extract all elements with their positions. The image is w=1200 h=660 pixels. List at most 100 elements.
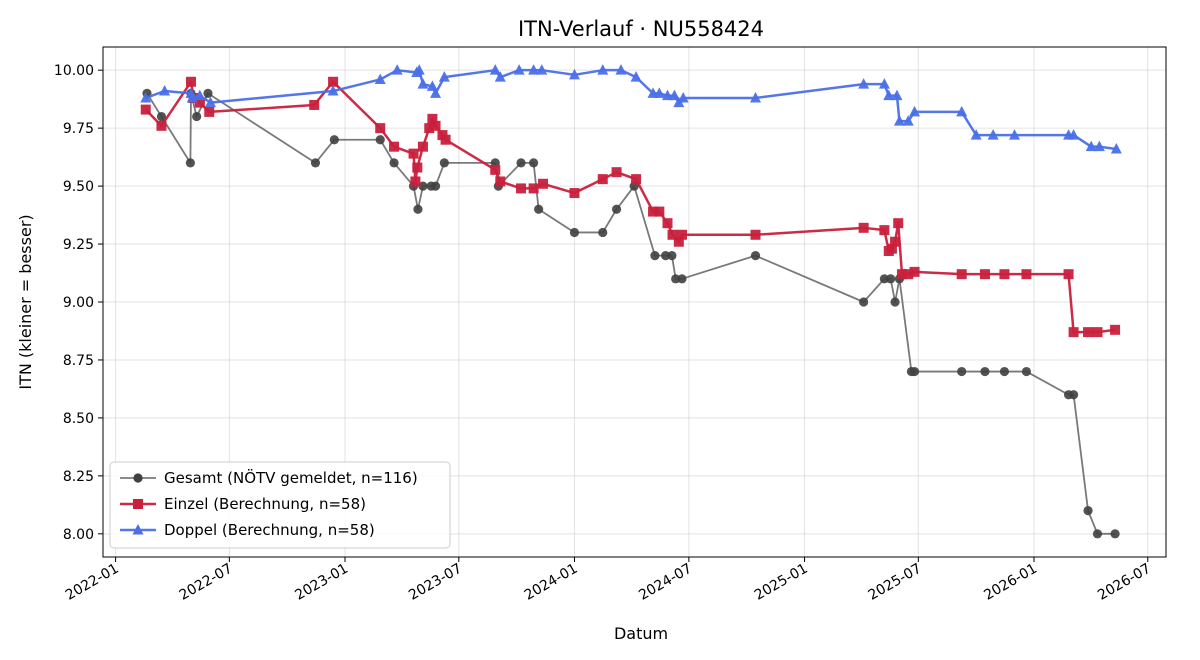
data-point [1093, 140, 1105, 152]
data-point [140, 92, 152, 103]
data-point [185, 158, 195, 168]
data-point [886, 243, 897, 254]
series-markers [140, 64, 1122, 154]
data-point [410, 176, 421, 187]
data-point [662, 89, 674, 101]
data-point [893, 218, 904, 229]
y-tick-label: 9.00 [63, 295, 94, 311]
data-point [979, 269, 990, 280]
data-point [156, 111, 167, 122]
legend-label: Gesamt (NÖTV gemeldet, n=116) [164, 468, 418, 487]
data-point [194, 89, 206, 101]
data-point [494, 71, 506, 82]
data-point [516, 183, 527, 194]
data-point [1021, 269, 1032, 280]
data-point [1092, 327, 1103, 338]
data-point [430, 87, 442, 98]
y-tick-label: 10.00 [54, 63, 94, 79]
data-point [750, 92, 762, 103]
data-point [750, 229, 761, 240]
data-point [203, 88, 213, 98]
data-point [909, 366, 920, 377]
x-axis-label: Datum [614, 624, 668, 643]
data-point [1068, 129, 1080, 140]
data-point [677, 274, 687, 284]
data-point [490, 164, 501, 175]
data-point [156, 120, 167, 131]
data-point [413, 64, 425, 75]
data-point [999, 269, 1010, 280]
data-point [667, 229, 678, 240]
series-triangle-group [140, 64, 1122, 154]
data-point [956, 269, 967, 280]
data-point [536, 64, 548, 75]
data-point [408, 148, 419, 159]
data-point [597, 174, 608, 185]
data-point [413, 204, 423, 214]
data-point [538, 178, 549, 189]
data-point [999, 366, 1010, 377]
data-point [956, 105, 968, 117]
series-layer [140, 64, 1122, 539]
data-point [611, 204, 622, 214]
data-point [676, 229, 687, 240]
data-point [909, 266, 920, 277]
data-point [439, 158, 449, 168]
data-point [417, 78, 429, 89]
data-point [389, 158, 399, 168]
legend-label: Einzel (Berechnung, n=58) [164, 495, 366, 513]
data-point [673, 236, 684, 247]
data-point [886, 274, 896, 284]
legend: Gesamt (NÖTV gemeldet, n=116) Einzel (Ber… [109, 461, 451, 549]
data-point [1068, 390, 1079, 400]
data-point [598, 227, 608, 238]
data-point [878, 78, 890, 89]
data-point [569, 227, 580, 238]
data-point [650, 251, 660, 261]
data-point [879, 274, 889, 284]
data-point [327, 85, 339, 96]
series-square-group [140, 76, 1121, 338]
data-point [1021, 366, 1032, 377]
data-point [667, 251, 677, 261]
data-point [903, 269, 914, 280]
data-point [1063, 269, 1074, 280]
data-point [750, 251, 761, 261]
data-point [534, 204, 544, 214]
data-point [611, 167, 622, 178]
data-point [204, 96, 216, 108]
data-point [374, 73, 386, 84]
data-point [677, 92, 689, 103]
data-point [896, 269, 907, 280]
data-point [489, 64, 501, 75]
data-point [597, 64, 609, 75]
data-point [970, 129, 982, 140]
data-point [186, 76, 197, 87]
chart-title: ITN-Verlauf · NU558424 [518, 17, 764, 41]
data-point [159, 85, 171, 96]
data-point [1009, 129, 1021, 140]
data-point [528, 183, 539, 194]
data-point [192, 111, 202, 122]
data-point [668, 89, 680, 101]
data-point [430, 120, 441, 131]
data-point [1083, 506, 1093, 516]
data-point [661, 251, 671, 261]
data-point [980, 366, 990, 377]
data-point [1068, 327, 1079, 338]
data-point [631, 174, 642, 185]
data-point [495, 176, 506, 187]
y-axis-label: ITN (kleiner = besser) [16, 214, 35, 389]
data-point [194, 97, 205, 108]
data-point [662, 218, 673, 229]
data-point [648, 206, 659, 217]
data-point [528, 64, 540, 75]
data-point [430, 181, 441, 191]
data-point [653, 87, 665, 98]
data-point [329, 135, 339, 145]
data-point [375, 123, 386, 134]
y-tick-label: 9.25 [63, 237, 94, 253]
y-tick-label: 8.25 [63, 469, 94, 485]
data-point [140, 104, 151, 115]
data-point [417, 141, 428, 152]
